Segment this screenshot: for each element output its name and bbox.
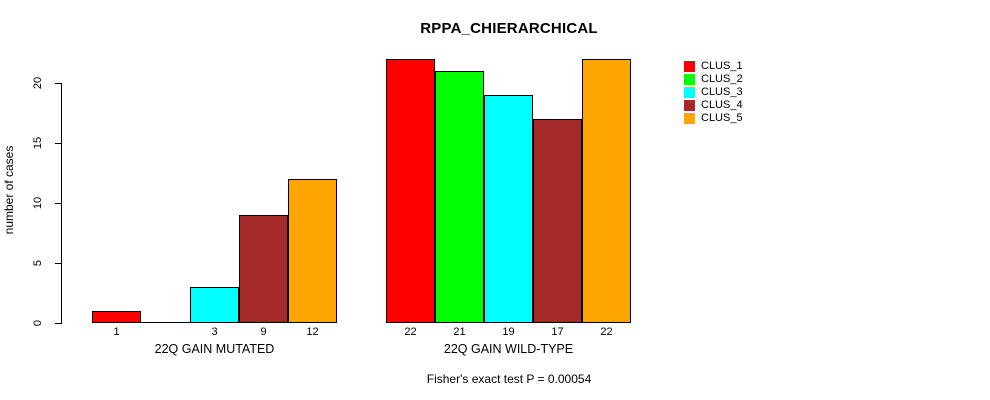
legend-swatch: [684, 61, 695, 72]
bar-value-label: 17: [551, 326, 564, 338]
legend-label: CLUS_4: [701, 99, 743, 111]
y-tick-label: 15: [32, 136, 44, 150]
x-group-label: 22Q GAIN MUTATED: [154, 342, 275, 356]
bar-clus_5: [582, 59, 631, 323]
y-tick: [55, 263, 61, 264]
bar-clus_4: [239, 215, 288, 323]
chart-title: RPPA_CHIERARCHICAL: [420, 20, 598, 37]
legend-swatch: [684, 74, 695, 85]
legend-item: CLUS_2: [684, 73, 743, 86]
bar-clus_5: [288, 179, 337, 323]
fisher-test-annotation: Fisher's exact test P = 0.00054: [426, 372, 592, 386]
legend-swatch: [684, 113, 695, 124]
bar-clus_1: [92, 311, 141, 323]
bar-value-label: 22: [600, 326, 613, 338]
y-tick-label: 10: [32, 196, 44, 210]
y-tick-label: 5: [32, 259, 44, 267]
bar-clus_2: [141, 322, 190, 323]
bar-value-label: 12: [306, 326, 319, 338]
legend-swatch: [684, 87, 695, 98]
legend-label: CLUS_2: [701, 73, 743, 85]
y-tick: [55, 143, 61, 144]
bar-value-label: 22: [404, 326, 417, 338]
y-tick-label: 20: [32, 76, 44, 90]
legend-item: CLUS_1: [684, 60, 743, 73]
y-axis-line: [61, 83, 62, 324]
legend-item: CLUS_5: [684, 112, 743, 125]
y-tick: [55, 323, 61, 324]
y-tick: [55, 83, 61, 84]
bar-clus_1: [386, 59, 435, 323]
bar-clus_2: [435, 71, 484, 323]
bar-clus_4: [533, 119, 582, 323]
bar-value-label: 19: [502, 326, 515, 338]
bar-value-label: 9: [260, 326, 267, 338]
y-axis-title: number of cases: [2, 145, 16, 235]
legend-swatch: [684, 100, 695, 111]
legend-label: CLUS_3: [701, 86, 743, 98]
bar-value-label: 3: [211, 326, 218, 338]
bar-value-label: 1: [113, 326, 120, 338]
legend-item: CLUS_3: [684, 86, 743, 99]
bar-clus_3: [484, 95, 533, 323]
y-tick-label: 0: [32, 319, 44, 327]
legend: CLUS_1 CLUS_2 CLUS_3 CLUS_4 CLUS_5: [684, 60, 743, 125]
bar-clus_3: [190, 287, 239, 323]
legend-label: CLUS_5: [701, 112, 743, 124]
legend-item: CLUS_4: [684, 99, 743, 112]
x-group-label: 22Q GAIN WILD-TYPE: [443, 342, 574, 356]
bar-value-label: 21: [453, 326, 466, 338]
legend-label: CLUS_1: [701, 60, 743, 72]
y-tick: [55, 203, 61, 204]
